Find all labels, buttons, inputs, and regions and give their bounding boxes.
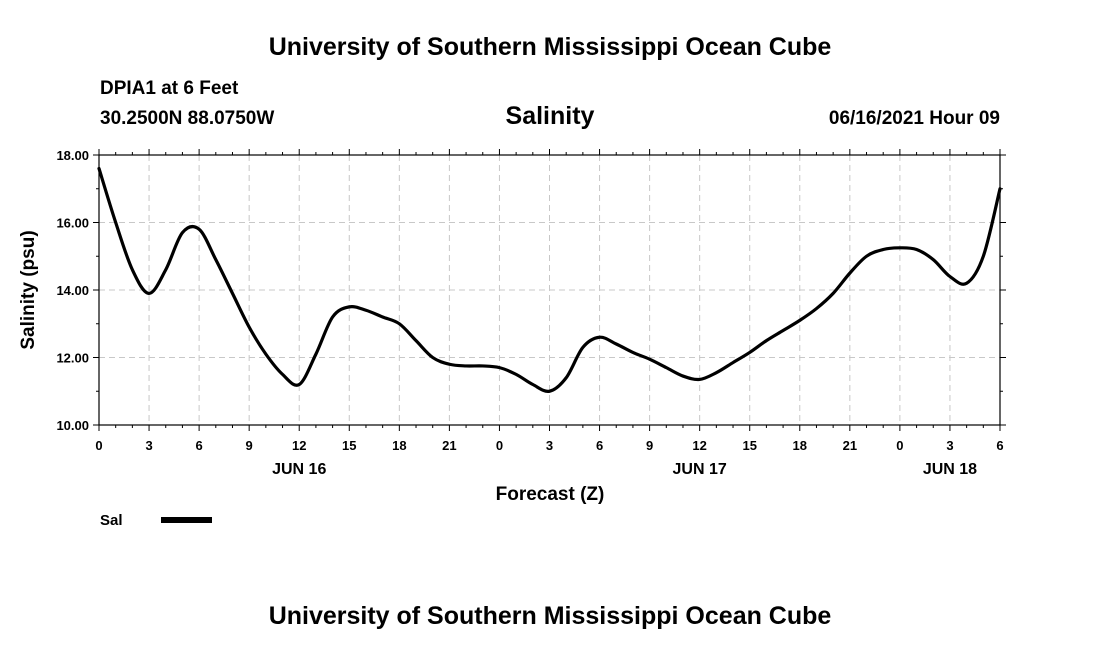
x-tick-label: 3	[546, 438, 553, 453]
y-tick-labels: 10.00 12.00 14.00 16.00 18.00	[56, 148, 89, 433]
figure-title-top: University of Southern Mississippi Ocean…	[269, 33, 832, 61]
series-layer	[97, 166, 1002, 393]
x-tick-labels: 0 3 6 9 12 15 18 21 0 3 6 9 12 15 18 21 0 3 6	[95, 438, 1003, 453]
y-tick-label: 18.00	[56, 148, 89, 163]
axis-ticks	[93, 149, 1006, 431]
x-tick-label: 9	[646, 438, 653, 453]
x-tick-label: 3	[145, 438, 152, 453]
y-tick-label: 12.00	[56, 351, 89, 366]
datetime-label: 06/16/2021 Hour 09	[829, 108, 1000, 129]
x-tick-label: 0	[496, 438, 503, 453]
station-label: DPIA1 at 6 Feet	[100, 78, 239, 99]
x-tick-label: 15	[342, 438, 356, 453]
coords-label: 30.2500N 88.0750W	[100, 108, 274, 129]
x-tick-label: 6	[195, 438, 202, 453]
x-tick-label: 12	[692, 438, 706, 453]
figure-title-bottom: University of Southern Mississippi Ocean…	[269, 602, 832, 630]
x-tick-label: 21	[843, 438, 857, 453]
x-tick-label: 18	[793, 438, 807, 453]
x-tick-label: 18	[392, 438, 406, 453]
gridlines	[99, 155, 1000, 425]
y-axis-label: Salinity (psu)	[18, 230, 39, 349]
legend-label: Sal	[100, 512, 123, 529]
x-tick-label: 21	[442, 438, 456, 453]
day-label: JUN 16	[272, 461, 326, 478]
x-tick-label: 6	[596, 438, 603, 453]
x-axis-label: Forecast (Z)	[496, 484, 605, 505]
day-label: JUN 18	[923, 461, 977, 478]
day-labels: JUN 16 JUN 17 JUN 18	[272, 461, 977, 478]
x-tick-label: 0	[95, 438, 102, 453]
x-tick-label: 0	[896, 438, 903, 453]
y-tick-label: 16.00	[56, 216, 89, 231]
y-tick-label: 14.00	[56, 283, 89, 298]
x-tick-label: 12	[292, 438, 306, 453]
x-tick-label: 9	[246, 438, 253, 453]
series-line-sal	[97, 166, 1002, 393]
chart-title: Salinity	[506, 102, 595, 130]
x-tick-label: 3	[946, 438, 953, 453]
day-label: JUN 17	[673, 461, 727, 478]
y-tick-label: 10.00	[56, 418, 89, 433]
x-tick-label: 15	[742, 438, 756, 453]
x-tick-label: 6	[996, 438, 1003, 453]
